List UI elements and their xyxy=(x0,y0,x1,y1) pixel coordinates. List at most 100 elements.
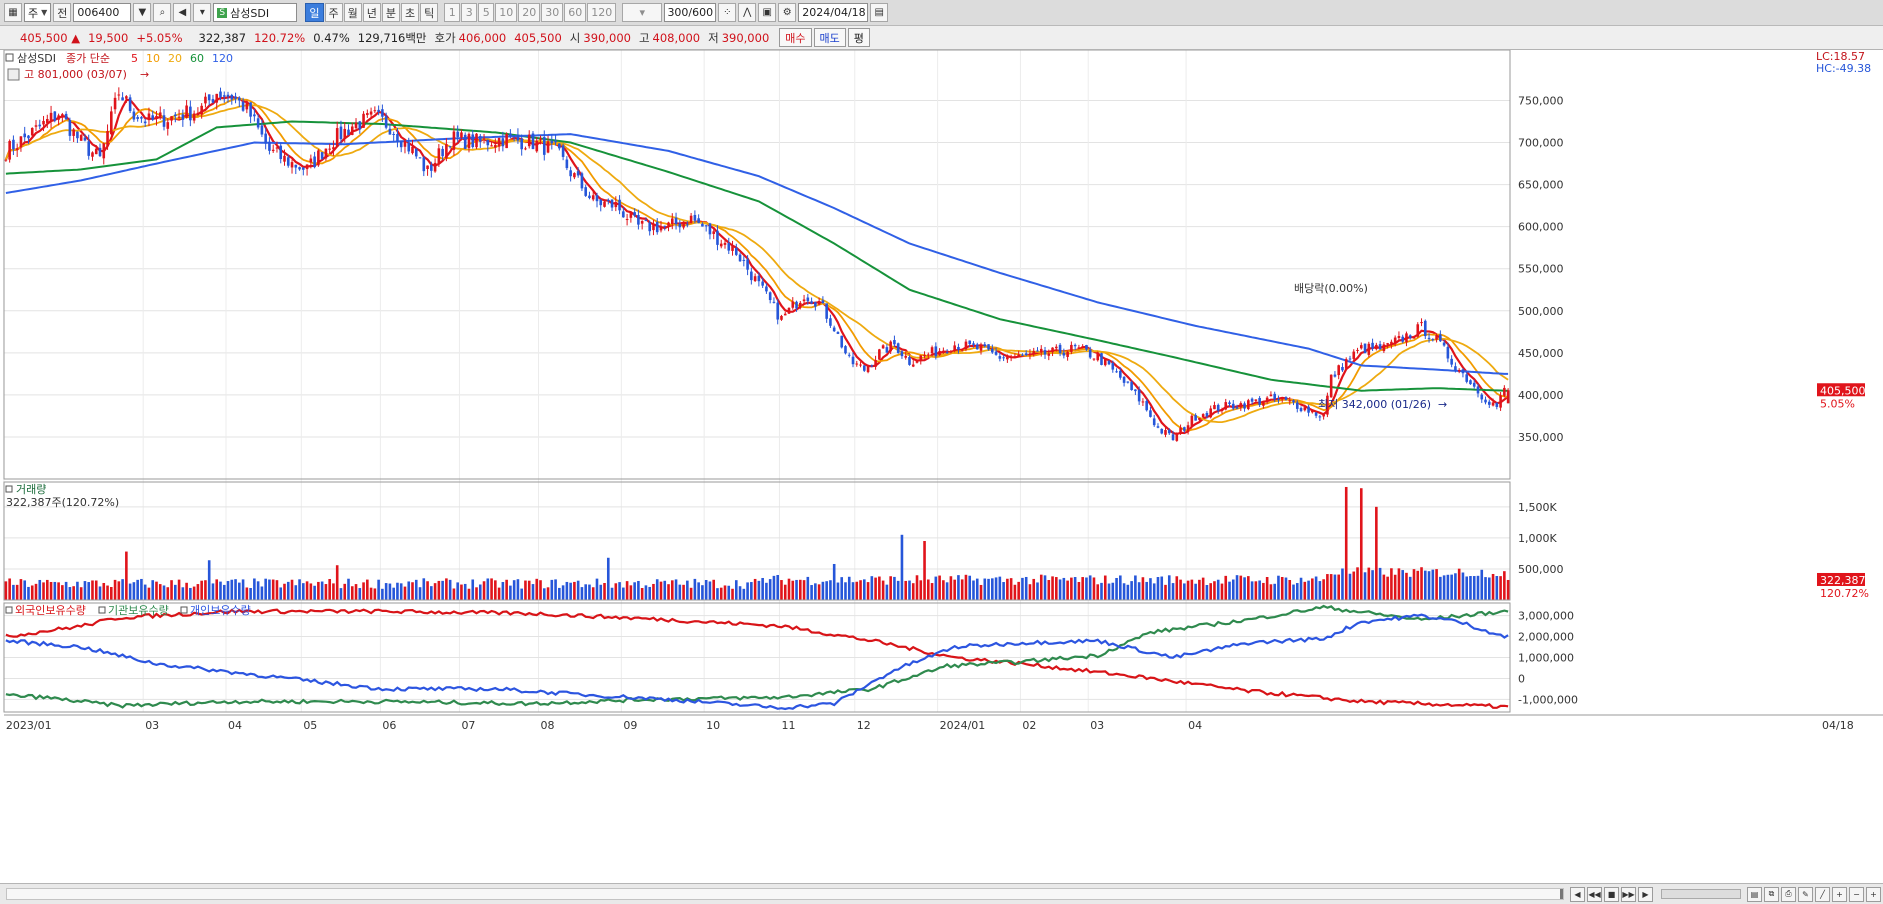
candle-body xyxy=(591,195,595,200)
individual-holdings-line xyxy=(5,613,1509,711)
bar-count-field[interactable]: 300/600 xyxy=(664,3,717,22)
volume-bar xyxy=(708,581,712,600)
volume-bar xyxy=(1081,577,1084,600)
candle-body xyxy=(1141,401,1145,403)
candle-body xyxy=(1201,414,1205,418)
candle-body xyxy=(855,363,859,365)
buy-button[interactable]: 매수 xyxy=(779,28,812,47)
candle-body xyxy=(392,134,395,136)
add-icon[interactable]: + xyxy=(1866,886,1881,902)
volume-bar xyxy=(798,579,802,600)
candle-body xyxy=(1017,354,1020,357)
interval-tab-0[interactable]: 일 xyxy=(305,3,324,22)
stock-code-input[interactable]: 006400 xyxy=(73,3,132,22)
volume-bar xyxy=(57,582,60,600)
volume-bar xyxy=(200,580,203,600)
candle-body xyxy=(878,349,881,360)
period-button-120[interactable]: 120 xyxy=(587,3,617,22)
volume-bar xyxy=(565,581,569,600)
volume-bar xyxy=(8,578,11,600)
volume-bar xyxy=(625,581,629,600)
candle-body xyxy=(177,116,181,118)
volume-bar xyxy=(317,581,320,600)
volume-bar xyxy=(1145,581,1148,600)
candle-body xyxy=(366,113,369,116)
print-icon[interactable]: ⎙ xyxy=(1781,886,1796,902)
chart-scrollbar[interactable]: ◀ ◀◀ ■ ▶▶ ▶ ▤ ⧉ ⎙ ✎ ╱ + − + xyxy=(0,883,1883,904)
interval-tab-1[interactable]: 주 xyxy=(324,3,343,22)
candle-body xyxy=(1484,399,1487,403)
interval-tab-2[interactable]: 월 xyxy=(343,3,362,22)
candle-body xyxy=(125,96,128,99)
calendar-icon[interactable]: ▤ xyxy=(870,3,889,22)
candle-body xyxy=(678,223,682,228)
volume-bar xyxy=(655,579,659,600)
menu-icon[interactable]: ▦ xyxy=(4,3,22,22)
period-button-60[interactable]: 60 xyxy=(564,3,587,22)
volume-bar xyxy=(1047,580,1051,600)
candle-body xyxy=(1122,376,1126,383)
draw-icon[interactable]: ✎ xyxy=(1798,886,1813,902)
volume-bar xyxy=(298,579,301,600)
trend-icon[interactable]: ╱ xyxy=(1815,886,1830,902)
period-button-20[interactable]: 20 xyxy=(518,3,541,22)
volume-bar xyxy=(339,588,343,600)
stock-name-field[interactable]: S 삼성SDI xyxy=(213,3,298,22)
base-unit-button[interactable]: 전 xyxy=(53,3,72,22)
scroll-track[interactable] xyxy=(6,888,1564,900)
scroll-left-icon[interactable]: ◀ xyxy=(1570,886,1585,902)
candle-body xyxy=(1021,354,1024,356)
period-button-10[interactable]: 10 xyxy=(495,3,518,22)
candle-body xyxy=(83,137,87,141)
period-unit-select[interactable]: 주 ▼ xyxy=(24,3,52,22)
zoom-out-icon[interactable]: − xyxy=(1849,886,1864,902)
forward-icon[interactable]: ▶▶ xyxy=(1621,886,1636,902)
interval-tab-5[interactable]: 초 xyxy=(401,3,420,22)
stop-icon[interactable]: ■ xyxy=(1604,886,1619,902)
sell-button[interactable]: 매도 xyxy=(813,28,846,47)
settings-icon[interactable]: ⚙ xyxy=(778,3,797,22)
rewind-icon[interactable]: ◀◀ xyxy=(1587,886,1602,902)
scroll-right-icon[interactable]: ▶ xyxy=(1638,886,1653,902)
candle-body xyxy=(1179,427,1182,434)
candle-body xyxy=(230,95,234,100)
volume-bar xyxy=(927,579,930,600)
interval-tab-4[interactable]: 분 xyxy=(381,3,401,22)
volume-bar xyxy=(1329,574,1333,600)
interval-tab-3[interactable]: 년 xyxy=(362,3,381,22)
eval-button[interactable]: 평 xyxy=(847,28,870,47)
period-button-30[interactable]: 30 xyxy=(541,3,564,22)
candle-body xyxy=(719,243,723,247)
layout-icon[interactable]: ▤ xyxy=(1747,886,1762,902)
holdings-tick-label: 0 xyxy=(1518,672,1525,685)
period-button-1[interactable]: 1 xyxy=(444,3,461,22)
speaker-icon[interactable]: ◀ xyxy=(173,3,192,22)
candle-body xyxy=(667,222,670,226)
save-icon[interactable]: ▣ xyxy=(758,3,777,22)
candle-body xyxy=(708,223,712,235)
candle-body xyxy=(953,345,956,351)
interval-tab-6[interactable]: 틱 xyxy=(420,3,439,22)
custom-period-select[interactable]: ▾ xyxy=(622,3,663,22)
candle-body xyxy=(34,125,38,127)
zoom-slider[interactable] xyxy=(1661,889,1741,899)
search-icon[interactable]: ⌕ xyxy=(153,3,172,22)
candle-body xyxy=(927,354,930,356)
period-button-5[interactable]: 5 xyxy=(478,3,495,22)
volume-bar xyxy=(659,581,663,600)
candle-body xyxy=(1431,339,1435,341)
dropdown-icon[interactable]: ▼ xyxy=(133,3,152,22)
grid-icon[interactable]: ⁘ xyxy=(718,3,737,22)
chevron-down-icon[interactable]: ▾ xyxy=(193,3,212,22)
volume-bar xyxy=(482,581,486,600)
copy-icon[interactable]: ⧉ xyxy=(1764,886,1779,902)
volume-bar xyxy=(1280,576,1284,600)
scroll-thumb[interactable] xyxy=(1560,889,1563,899)
period-button-3[interactable]: 3 xyxy=(461,3,478,22)
stock-chart[interactable]: 750,000 700,000 650,000 600,000 550,000 500,0… xyxy=(0,50,1883,883)
date-field[interactable]: 2024/04/18 xyxy=(798,3,869,22)
chart-type-icon[interactable]: ⋀ xyxy=(738,3,757,22)
zoom-in-icon[interactable]: + xyxy=(1832,886,1847,902)
volume-bar xyxy=(106,585,109,600)
candle-body xyxy=(1344,359,1348,369)
